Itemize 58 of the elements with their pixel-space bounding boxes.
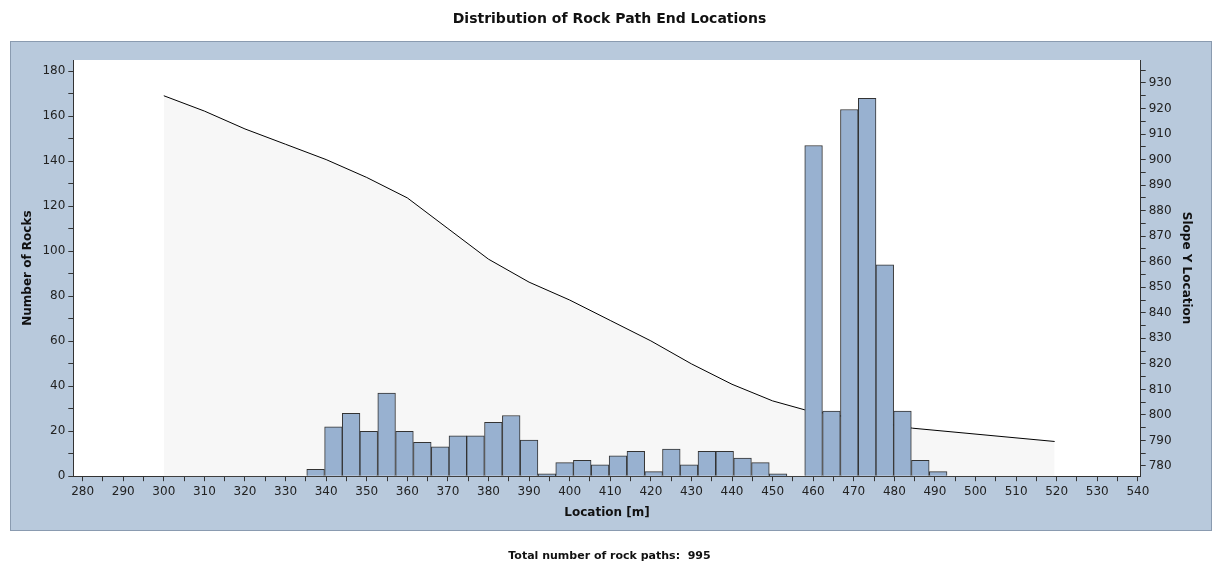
x-axis-title: Location [m] — [564, 504, 650, 519]
x-tick-label: 340 — [314, 483, 338, 498]
y2-tick-label: 850 — [1148, 279, 1172, 294]
y2-tick-label: 840 — [1148, 304, 1172, 319]
y2-tick-label: 900 — [1148, 151, 1172, 166]
y2-tick-label: 880 — [1148, 202, 1172, 217]
y2-tick-label: 920 — [1148, 100, 1172, 115]
y2-tick-label: 930 — [1148, 75, 1172, 90]
x-tick-label: 430 — [679, 483, 703, 498]
x-tick-label: 390 — [517, 483, 541, 498]
y-tick-label: 120 — [42, 198, 66, 213]
y-tick-label: 60 — [50, 333, 66, 348]
x-tick-label: 410 — [598, 483, 622, 498]
y2-tick-label: 870 — [1148, 228, 1172, 243]
x-tick-label: 400 — [558, 483, 582, 498]
x-tick-label: 490 — [923, 483, 947, 498]
y-tick-label: 20 — [50, 423, 66, 438]
y2-tick-label: 800 — [1148, 407, 1172, 422]
y2-axis-title: Slope Y Location — [1179, 211, 1194, 325]
x-tick-label: 280 — [71, 483, 95, 498]
y-tick-label: 40 — [50, 378, 66, 393]
chart-title: Distribution of Rock Path End Locations — [451, 9, 768, 28]
y2-tick-label: 790 — [1148, 432, 1172, 447]
x-tick-label: 370 — [436, 483, 460, 498]
x-tick-label: 520 — [1045, 483, 1069, 498]
x-tick-label: 460 — [801, 483, 825, 498]
x-tick-label: 380 — [477, 483, 500, 498]
y2-tick-label: 910 — [1148, 126, 1172, 141]
y-axis-title: Number of Rocks — [20, 210, 35, 326]
x-tick-label: 320 — [233, 483, 257, 498]
x-tick-label: 530 — [1085, 483, 1109, 498]
x-tick-label: 450 — [761, 483, 785, 498]
y2-tick-label: 780 — [1148, 458, 1172, 473]
x-tick-label: 420 — [639, 483, 663, 498]
y2-tick-label: 820 — [1148, 355, 1172, 370]
x-tick-label: 540 — [1126, 483, 1150, 498]
y-tick-label: 100 — [42, 243, 66, 258]
x-tick-label: 300 — [152, 483, 176, 498]
y2-tick-label: 860 — [1148, 253, 1172, 268]
x-tick-label: 500 — [964, 483, 987, 498]
x-tick-label: 510 — [1004, 483, 1028, 498]
x-tick-label: 350 — [355, 483, 379, 498]
x-tick-label: 310 — [192, 483, 216, 498]
y-tick-label: 80 — [50, 288, 66, 303]
x-tick-label: 440 — [720, 483, 744, 498]
text: Total number of rock paths: 995 — [507, 549, 712, 562]
x-tick-label: 360 — [395, 483, 419, 498]
y2-tick-label: 830 — [1148, 330, 1172, 345]
x-tick-label: 330 — [274, 483, 298, 498]
y-tick-label: 0 — [57, 468, 66, 483]
x-tick-label: 480 — [882, 483, 906, 498]
y2-tick-label: 890 — [1148, 177, 1172, 192]
x-tick-label: 290 — [111, 483, 135, 498]
x-tick-label: 470 — [842, 483, 866, 498]
y-tick-label: 140 — [42, 153, 66, 168]
y-tick-label: 180 — [42, 63, 66, 78]
y2-tick-label: 810 — [1148, 381, 1172, 396]
y-tick-label: 160 — [42, 108, 66, 123]
